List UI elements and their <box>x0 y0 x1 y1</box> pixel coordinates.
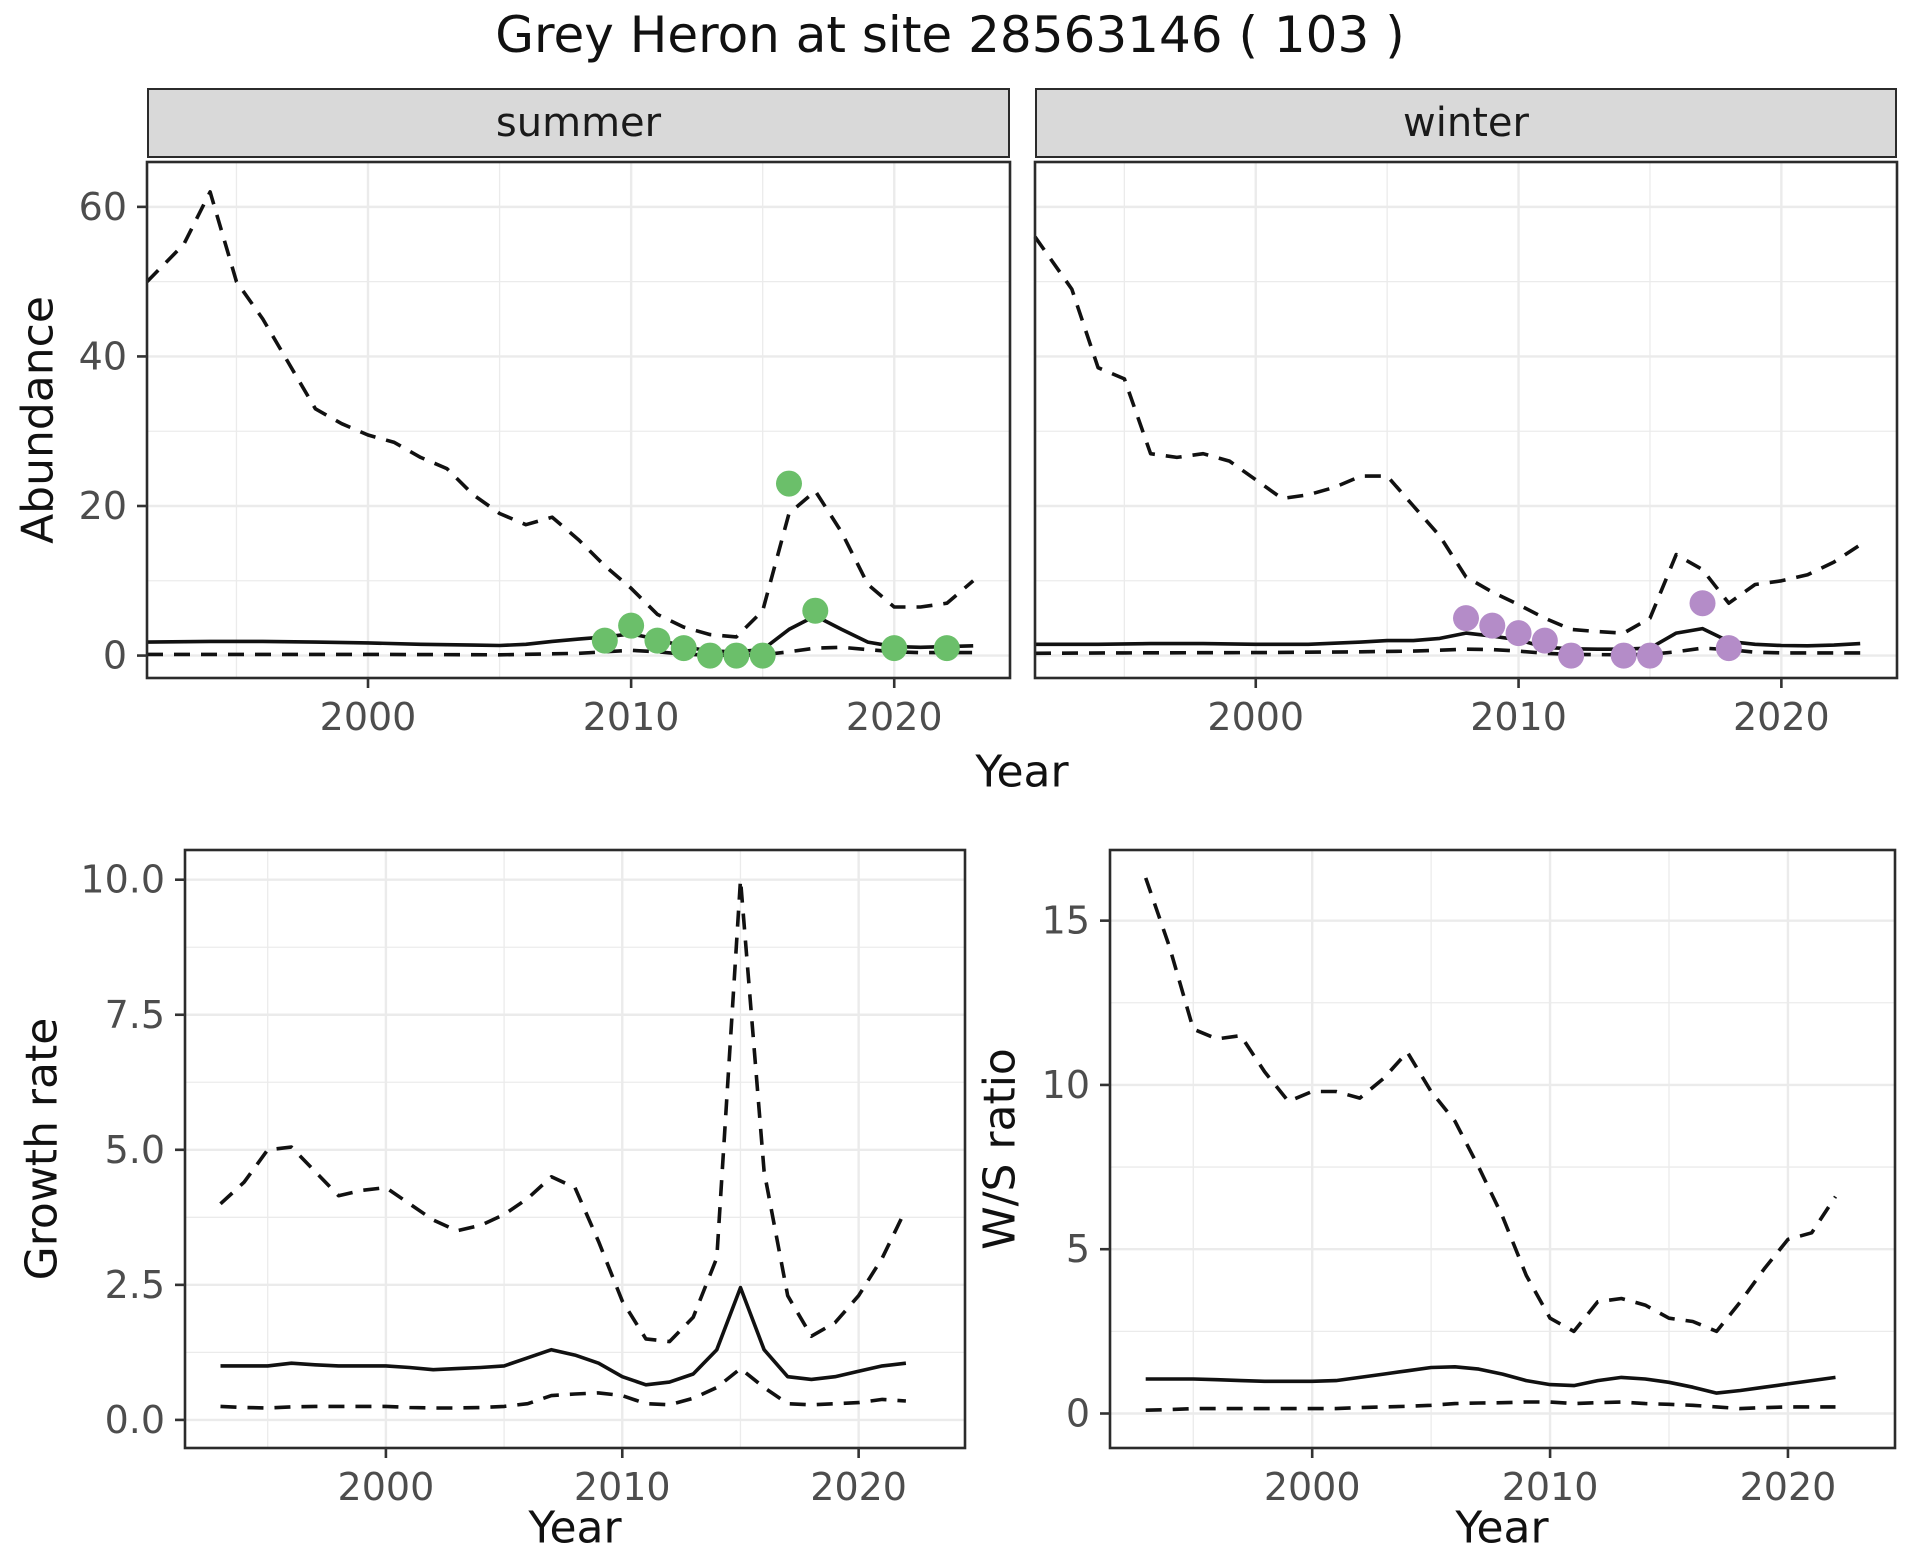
y-tick-label: 7.5 <box>105 993 165 1037</box>
series-estimate <box>1035 626 1861 651</box>
panel-abundance-winter: 2000 2010 2020 <box>1033 160 1899 739</box>
series-upper-ci <box>1143 877 1838 1334</box>
y-tick-label: 60 <box>79 185 127 229</box>
data-point <box>591 627 618 654</box>
y-tick-label: 10.0 <box>80 858 165 902</box>
data-point <box>881 635 908 662</box>
data-point <box>1715 635 1742 662</box>
y-tick-label: 0 <box>1066 1392 1090 1436</box>
x-tick-label: 2010 <box>1502 1465 1599 1509</box>
growth-rate-year-axis-title: Year <box>528 1502 622 1554</box>
x-tick-label: 2000 <box>338 1465 435 1509</box>
data-point <box>933 635 960 662</box>
y-tick-label: 0.0 <box>105 1398 165 1442</box>
data-point <box>618 612 645 639</box>
x-tick-label: 2020 <box>1733 695 1830 739</box>
x-tick-label: 2010 <box>574 1465 671 1509</box>
abundance-axis-title: Abundance <box>12 296 64 544</box>
series-lower-ci <box>1034 646 1861 657</box>
data-point <box>697 642 724 669</box>
x-tick-label: 2000 <box>320 695 417 739</box>
series-upper-ci <box>145 190 975 639</box>
data-point <box>1558 642 1585 669</box>
series-estimate <box>220 1285 907 1387</box>
data-point <box>723 642 750 669</box>
y-tick-label: 2.5 <box>105 1263 165 1307</box>
x-tick-label: 2000 <box>1264 1465 1361 1509</box>
x-tick-label: 2010 <box>1470 695 1567 739</box>
data-point <box>802 597 829 624</box>
data-point <box>1610 642 1637 669</box>
data-point <box>644 627 671 654</box>
series-lower-ci <box>1145 1400 1836 1412</box>
data-point <box>670 635 697 662</box>
y-tick-label: 10 <box>1042 1063 1090 1107</box>
data-point <box>1531 627 1558 654</box>
ws-ratio-year-axis-title: Year <box>1455 1502 1549 1554</box>
y-tick-label: 0 <box>103 634 127 678</box>
panel-abundance-summer: 2000 2010 2020 0 20 40 60 <box>79 160 1012 739</box>
series-upper-ci <box>1033 235 1862 635</box>
data-point <box>1636 642 1663 669</box>
x-tick-label: 2020 <box>1740 1465 1837 1509</box>
series-estimate <box>1145 1365 1836 1395</box>
data-point <box>775 470 802 497</box>
series-upper-ci <box>219 877 908 1344</box>
x-tick-label: 2000 <box>1207 695 1304 739</box>
series-estimate <box>146 614 974 654</box>
x-tick-label: 2020 <box>846 695 943 739</box>
data-point <box>749 642 776 669</box>
panel-ws-ratio: 2000 2010 2020 0 5 10 15 <box>1042 848 1897 1509</box>
figure-title: Grey Heron at site 28563146 ( 103 ) <box>495 6 1405 64</box>
data-point <box>1505 620 1532 647</box>
panel-background <box>147 162 1010 678</box>
panel-border <box>1033 160 1899 680</box>
data-point <box>1479 612 1506 639</box>
panel-background <box>1110 850 1895 1448</box>
panel-border <box>145 160 1012 680</box>
y-tick-label: 5 <box>1066 1227 1090 1271</box>
data-point <box>1689 590 1716 617</box>
top-year-axis-title: Year <box>975 746 1069 798</box>
growth-rate-axis-title: Growth rate <box>16 1017 68 1281</box>
x-tick-label: 2010 <box>583 695 680 739</box>
facet-strip-winter-label: winter <box>1403 100 1529 146</box>
panel-background <box>1035 162 1897 678</box>
facet-strip-summer-label: summer <box>495 100 662 146</box>
y-tick-label: 15 <box>1042 899 1090 943</box>
panel-growth-rate: 2000 2010 2020 0.0 2.5 5.0 7.5 10.0 <box>80 848 967 1509</box>
panel-border <box>1108 848 1897 1450</box>
data-point <box>1453 605 1479 632</box>
ws-ratio-axis-title: W/S ratio <box>974 1048 1026 1250</box>
y-tick-label: 40 <box>79 334 127 378</box>
facet-strip-summer: summer <box>147 88 1010 158</box>
y-tick-label: 20 <box>79 484 127 528</box>
x-tick-label: 2020 <box>810 1465 907 1509</box>
facet-strip-winter: winter <box>1035 88 1897 158</box>
y-tick-label: 5.0 <box>105 1128 165 1172</box>
series-lower-ci <box>220 1366 907 1410</box>
